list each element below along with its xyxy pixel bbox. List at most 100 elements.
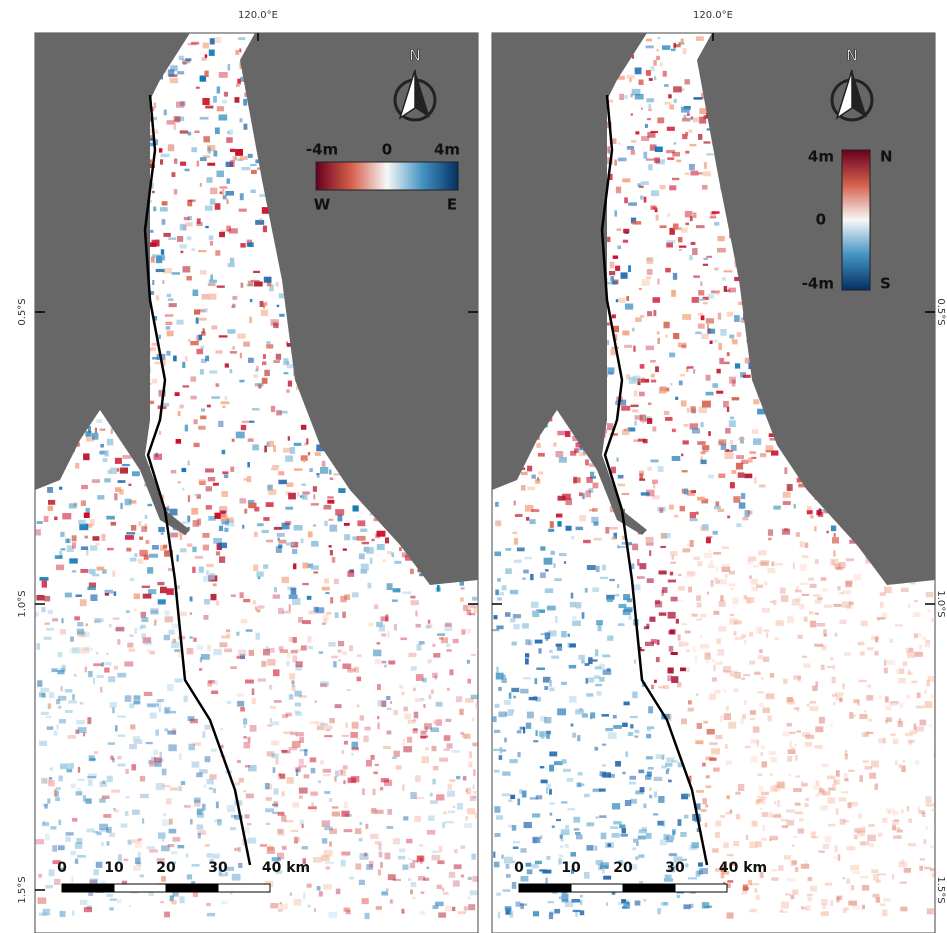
- speckle: [234, 848, 239, 851]
- speckle: [266, 540, 273, 543]
- speckle: [857, 827, 862, 833]
- speckle: [442, 888, 444, 892]
- speckle: [160, 159, 163, 164]
- speckle: [276, 282, 279, 286]
- speckle: [716, 501, 720, 507]
- speckle: [162, 839, 165, 842]
- speckle: [594, 522, 599, 526]
- speckle: [254, 282, 263, 287]
- speckle: [659, 508, 663, 513]
- speckle: [545, 878, 548, 884]
- speckle: [311, 768, 316, 773]
- speckle: [596, 620, 603, 625]
- speckle: [55, 555, 63, 559]
- speckle: [860, 876, 868, 879]
- speckle: [190, 376, 196, 381]
- speckle: [344, 534, 350, 540]
- speckle: [377, 642, 381, 644]
- speckle: [204, 784, 207, 788]
- speckle: [720, 815, 725, 818]
- speckle: [390, 701, 392, 704]
- speckle: [153, 207, 156, 212]
- speckle: [320, 760, 324, 764]
- speckle: [241, 283, 244, 288]
- speckle: [494, 833, 500, 837]
- speckle: [696, 225, 705, 228]
- speckle: [445, 906, 452, 912]
- speckle: [77, 622, 83, 626]
- speckle: [323, 774, 330, 776]
- speckle: [567, 643, 570, 647]
- speckle: [149, 554, 158, 558]
- speckle: [920, 858, 925, 860]
- speckle: [332, 557, 336, 563]
- speckle: [117, 639, 120, 645]
- speckle: [747, 598, 751, 604]
- speckle: [781, 902, 789, 909]
- speckle: [278, 544, 282, 548]
- speckle: [58, 845, 65, 850]
- speckle: [704, 553, 712, 559]
- speckle: [786, 809, 795, 812]
- speckle: [584, 872, 590, 879]
- speckle: [571, 536, 574, 540]
- speckle: [792, 599, 800, 606]
- speckle: [848, 802, 852, 808]
- speckle: [317, 475, 319, 478]
- speckle: [585, 490, 591, 497]
- speckle: [377, 684, 381, 690]
- speckle: [149, 849, 158, 852]
- speckle: [198, 833, 201, 839]
- speckle: [433, 721, 436, 725]
- speckle: [281, 815, 286, 822]
- speckle: [432, 746, 437, 751]
- speckle: [679, 249, 682, 251]
- speckle: [187, 236, 192, 240]
- speckle: [736, 455, 744, 459]
- speckle: [679, 246, 686, 248]
- speckle: [139, 537, 143, 541]
- speckle: [295, 691, 302, 697]
- speckle: [409, 653, 417, 657]
- speckle: [84, 536, 88, 539]
- speckle: [638, 183, 641, 186]
- speckle: [812, 836, 818, 838]
- speckle: [265, 302, 268, 306]
- speckle: [229, 130, 233, 135]
- speckle: [725, 428, 730, 434]
- speckle: [540, 835, 542, 839]
- speckle: [766, 450, 772, 452]
- speckle: [172, 172, 176, 177]
- speckle: [908, 672, 913, 675]
- speckle: [104, 668, 109, 673]
- speckle: [357, 705, 359, 708]
- speckle: [618, 143, 621, 145]
- speckle: [706, 256, 712, 258]
- speckle: [399, 547, 402, 551]
- speckle: [60, 532, 64, 537]
- speckle: [291, 588, 297, 595]
- speckle: [80, 702, 84, 704]
- speckle: [601, 833, 607, 840]
- speckle: [759, 485, 766, 488]
- speckle: [311, 565, 319, 570]
- speckle: [211, 749, 217, 752]
- speckle: [313, 857, 322, 863]
- speckle: [617, 246, 621, 250]
- speckle: [71, 784, 76, 789]
- speckle: [607, 367, 614, 373]
- speckle: [171, 470, 177, 474]
- speckle: [87, 829, 95, 833]
- speckle: [147, 567, 153, 574]
- speckle: [888, 811, 891, 814]
- speckle: [471, 854, 476, 860]
- speckle: [283, 732, 292, 734]
- speckle: [557, 521, 561, 527]
- speckle: [576, 835, 583, 840]
- speckle: [170, 711, 176, 714]
- speckle: [792, 889, 798, 894]
- speckle: [839, 698, 842, 702]
- speckle: [808, 578, 814, 581]
- speckle: [738, 784, 744, 791]
- speckle: [252, 408, 259, 411]
